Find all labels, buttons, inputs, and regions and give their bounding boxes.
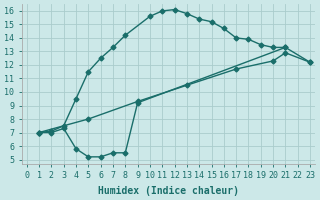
X-axis label: Humidex (Indice chaleur): Humidex (Indice chaleur) bbox=[98, 186, 239, 196]
